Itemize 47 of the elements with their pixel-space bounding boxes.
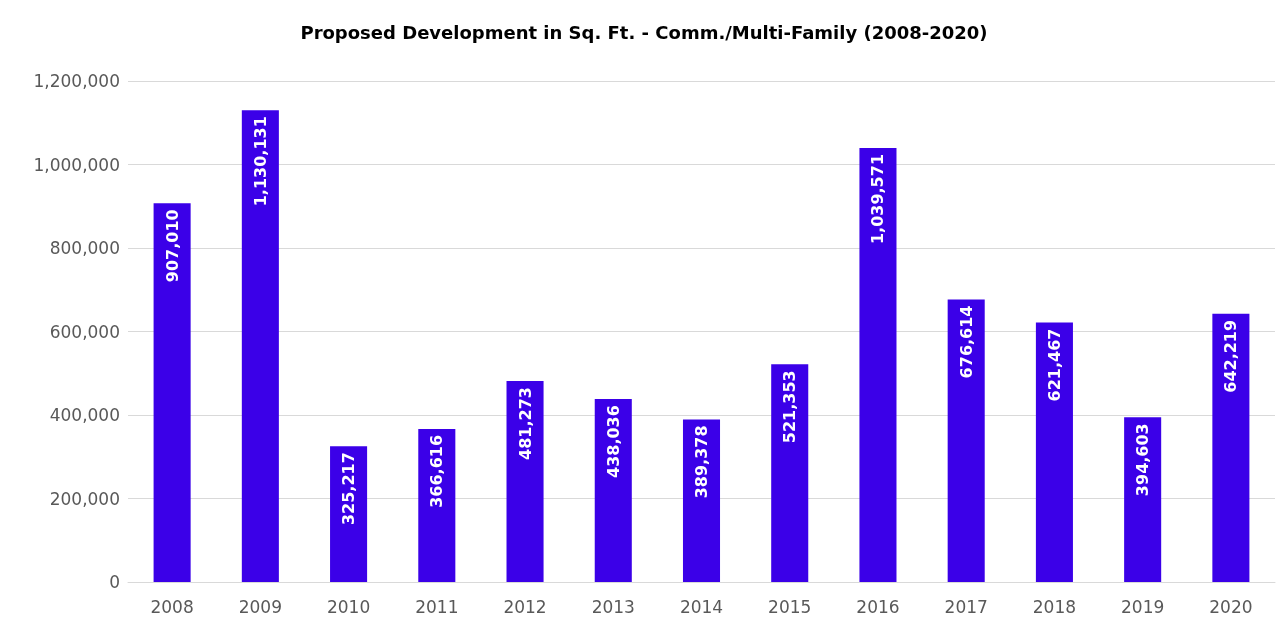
- bar: [1124, 417, 1162, 582]
- bar: [153, 203, 191, 582]
- data-label: 1,039,571: [868, 153, 888, 245]
- data-label: 1,130,131: [250, 116, 270, 207]
- x-tick-label: 2020: [1209, 596, 1253, 617]
- data-label: 907,010: [162, 209, 182, 283]
- data-label: 521,353: [780, 370, 800, 444]
- bar: [330, 446, 368, 582]
- bar: [947, 299, 985, 582]
- x-tick-label: 2017: [944, 596, 988, 617]
- bar: [418, 428, 456, 582]
- bar: [594, 399, 632, 582]
- x-tick-label: 2019: [1121, 596, 1165, 617]
- chart-title: Proposed Development in Sq. Ft. - Comm./Multi-Family (2008-2020): [300, 21, 988, 43]
- bar: [859, 147, 897, 582]
- x-tick-label: 2011: [415, 596, 459, 617]
- data-label: 676,614: [956, 305, 976, 379]
- y-tick-label: 0: [109, 572, 120, 592]
- data-label: 438,036: [603, 405, 623, 478]
- x-tick-label: 2010: [326, 596, 371, 617]
- bar: [1035, 322, 1073, 582]
- bar: [506, 381, 544, 582]
- y-tick-label: 1,200,000: [33, 71, 120, 91]
- x-tick-label: 2008: [150, 596, 194, 617]
- data-label: 394,603: [1133, 423, 1153, 497]
- data-label: 389,378: [692, 425, 711, 499]
- bar: [1212, 313, 1250, 582]
- data-label: 642,219: [1221, 319, 1241, 393]
- data-label: 621,467: [1044, 328, 1064, 402]
- x-tick-label: 2016: [856, 596, 900, 617]
- bar: [241, 110, 279, 582]
- y-tick-label: 400,000: [49, 405, 120, 425]
- x-tick-label: 2018: [1032, 596, 1077, 617]
- y-tick-label: 1,000,000: [33, 154, 120, 175]
- x-tick-label: 2014: [679, 596, 724, 617]
- data-label: 481,273: [515, 387, 535, 460]
- y-tick-label: 200,000: [49, 488, 120, 509]
- bar: [771, 364, 809, 582]
- y-tick-label: 800,000: [49, 238, 120, 258]
- data-label: 325,217: [339, 452, 359, 526]
- x-tick-label: 2009: [238, 596, 282, 617]
- bar: [682, 419, 721, 582]
- x-tick-label: 2015: [768, 596, 812, 617]
- x-tick-label: 2012: [503, 596, 547, 617]
- data-label: 366,616: [427, 434, 447, 508]
- x-tick-label: 2013: [591, 596, 635, 617]
- y-tick-label: 600,000: [49, 321, 120, 342]
